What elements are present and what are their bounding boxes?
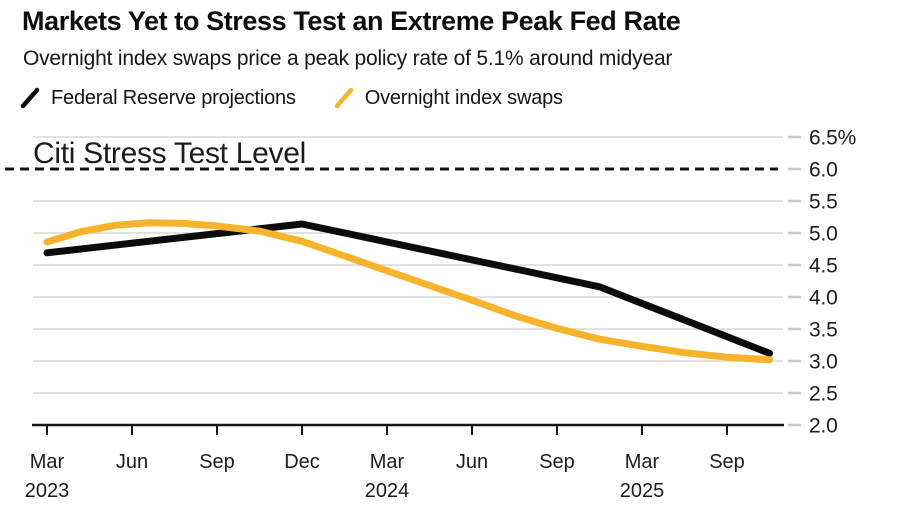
y-tick-label: 3.5 [809, 319, 838, 342]
ois-line [43, 219, 773, 364]
chart-title: Markets Yet to Stress Test an Extreme Pe… [22, 6, 681, 36]
y-tick-label: 4.0 [809, 287, 838, 310]
x-axis: Mar 2023 Jun Sep Dec Mar 2024 Jun Sep Mar 2025 Sep [25, 423, 784, 502]
data-series-lines [43, 219, 773, 364]
legend-item-fed-projections: Federal Reserve projections [20, 86, 296, 110]
y-tick-label: 6.0 [809, 159, 838, 182]
x-year-label: 2023 [25, 480, 70, 502]
x-tick-label: Dec [284, 451, 320, 473]
x-tick-label: Jun [456, 451, 488, 473]
fed-line-swatch-icon [20, 87, 40, 109]
y-tick-label: 5.0 [809, 223, 838, 246]
ref-line-label: Citi Stress Test Level [33, 137, 306, 170]
y-tick-label: 2.0 [809, 415, 838, 438]
y-tick-label: 5.5 [809, 191, 838, 214]
y-tick-label: 3.0 [809, 351, 838, 374]
chart-subtitle: Overnight index swaps price a peak polic… [23, 47, 673, 70]
y-tick-label: 2.5 [809, 383, 838, 406]
y-tick-label: 6.5% [809, 127, 856, 150]
legend-item-ois: Overnight index swaps [334, 86, 563, 110]
x-tick-label: Sep [199, 451, 235, 473]
x-tick-label: Mar [370, 451, 405, 473]
x-tick-label: Sep [539, 451, 575, 473]
x-year-label: 2025 [620, 480, 665, 502]
x-tick-label: Sep [709, 451, 745, 473]
y-tick-label: 4.5 [809, 255, 838, 278]
legend-label-fed-projections: Federal Reserve projections [51, 86, 296, 109]
legend-label-ois: Overnight index swaps [364, 86, 563, 109]
legend: Federal Reserve projections Overnight in… [20, 86, 563, 110]
x-tick-label: Mar [30, 451, 65, 473]
x-year-label: 2024 [365, 480, 410, 502]
x-tick-label: Jun [116, 451, 148, 473]
gridlines: 6.5% 6.0 5.5 5.0 4.5 4.0 3.5 3.0 2.5 2.0 [33, 127, 856, 438]
fed-projections-line [43, 220, 773, 357]
ois-line-swatch-icon [334, 87, 353, 109]
x-tick-label: Mar [625, 451, 660, 473]
